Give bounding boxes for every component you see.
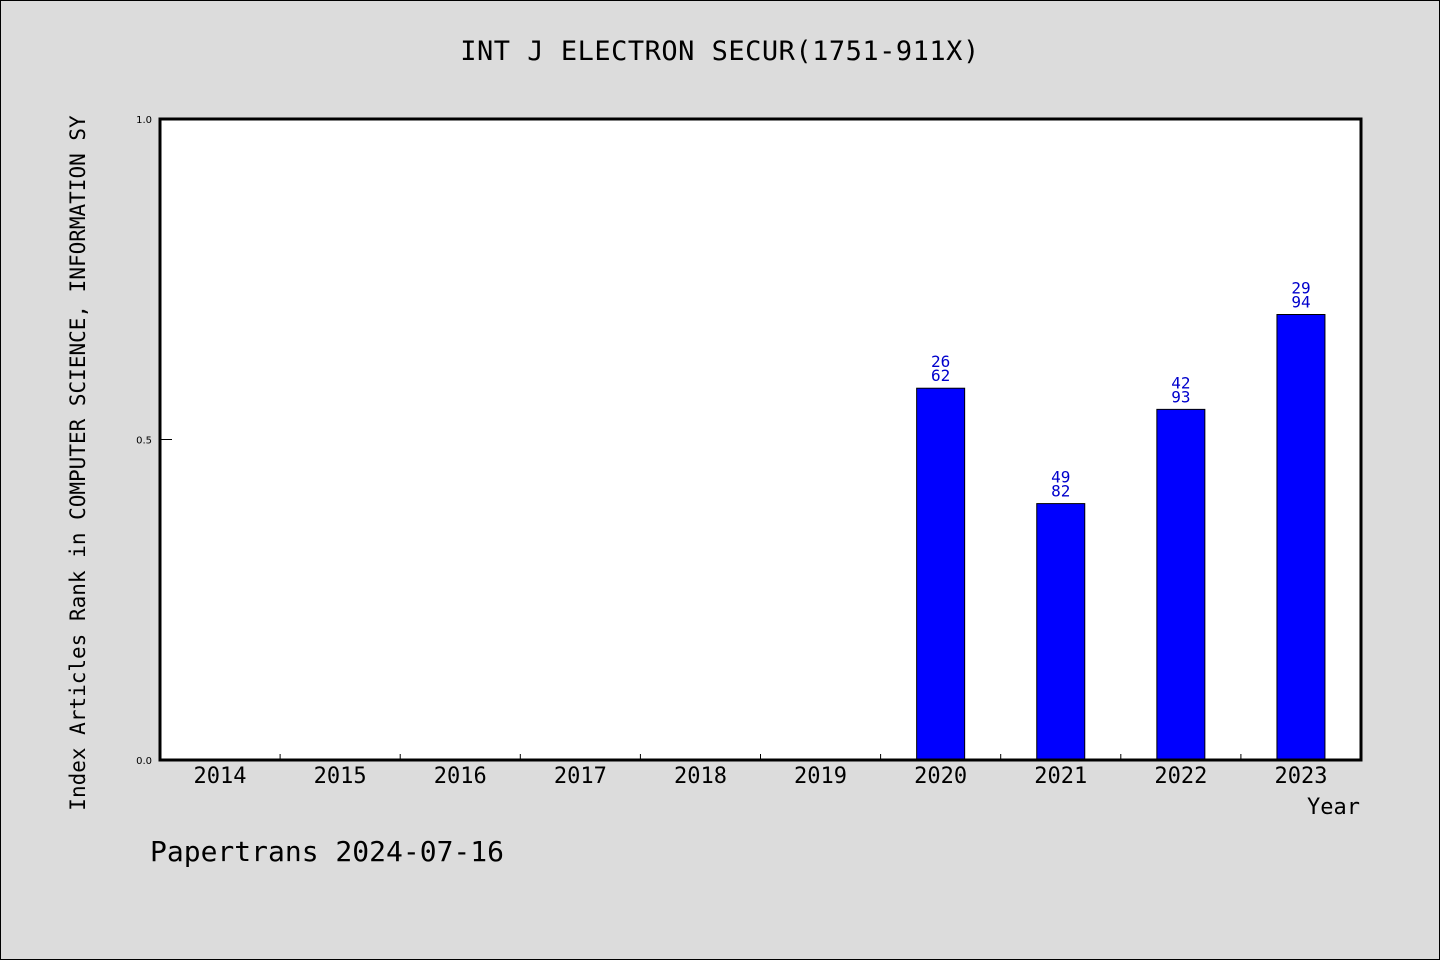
- x-tick-label: 2021: [1034, 764, 1087, 789]
- x-tick-label: 2015: [314, 764, 367, 789]
- x-tick-label: 2016: [434, 764, 487, 789]
- plot-border: [158, 117, 1363, 762]
- bar: [1156, 408, 1206, 761]
- bar-data-label: 49 82: [1051, 468, 1070, 501]
- x-tick-label: 2014: [194, 764, 247, 789]
- bar: [1276, 314, 1326, 761]
- y-tick-label: 1.0: [136, 115, 152, 126]
- x-tick-label: 2023: [1274, 764, 1327, 789]
- bar-data-label: 42 93: [1171, 373, 1190, 406]
- x-tick-label: 2022: [1154, 764, 1207, 789]
- x-tick-label: 2020: [914, 764, 967, 789]
- bar: [916, 387, 966, 761]
- x-tick-label: 2018: [674, 764, 727, 789]
- x-tick-label: 2017: [554, 764, 607, 789]
- x-axis-label: Year: [1307, 795, 1360, 820]
- footer-credit: Papertrans 2024-07-16: [150, 835, 505, 868]
- x-tick-label: 2019: [794, 764, 847, 789]
- bar-data-label: 26 62: [931, 352, 950, 385]
- bar-data-label: 29 94: [1291, 279, 1310, 312]
- chart-title: INT J ELECTRON SECUR(1751-911X): [460, 36, 980, 67]
- bar: [1036, 503, 1086, 761]
- y-tick-label: 0.0: [136, 756, 152, 767]
- y-tick-label: 0.5: [136, 436, 152, 447]
